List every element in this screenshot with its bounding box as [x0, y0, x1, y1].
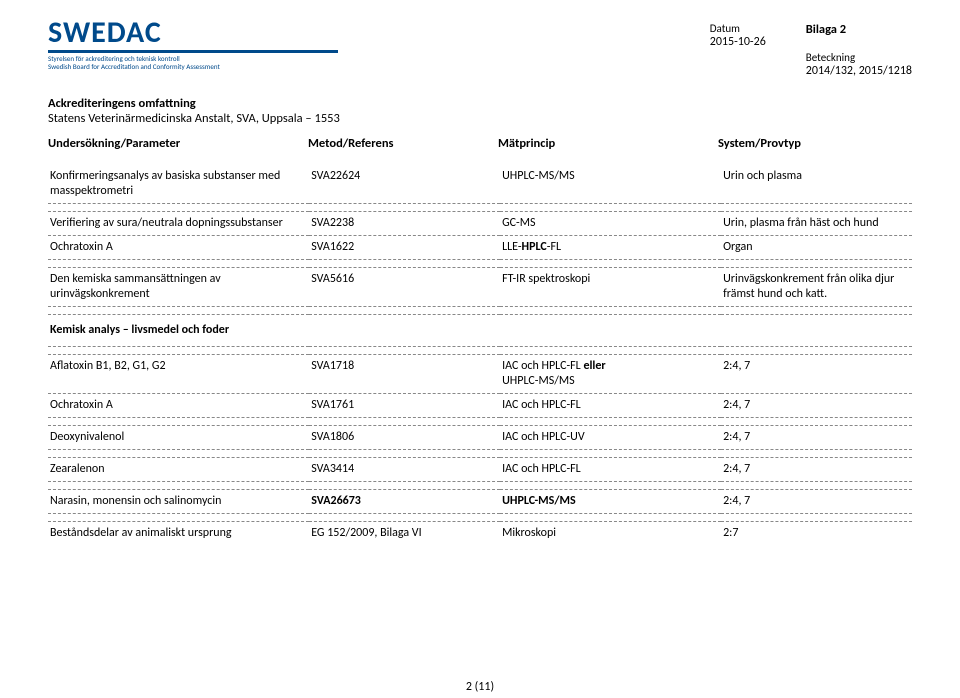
- cell-system: 2:4, 7: [721, 490, 912, 514]
- spacer-row: [48, 347, 912, 355]
- table-row: Konfirmeringsanalys av basiska substanse…: [48, 165, 912, 204]
- logo-subtitle-2: Swedish Board for Accreditation and Conf…: [48, 63, 348, 71]
- cell-metod: SVA22624: [309, 165, 500, 204]
- spacer-row: [48, 307, 912, 315]
- cell-metod: SVA1622: [309, 236, 500, 260]
- cell-parameter: Zearalenon: [48, 458, 309, 482]
- cell-parameter: Deoxynivalenol: [48, 426, 309, 450]
- table-row: Ochratoxin A SVA1622 LLE-HPLC-FL Organ: [48, 236, 912, 260]
- table-row: Narasin, monensin och salinomycin SVA266…: [48, 490, 912, 514]
- cell-metod: SVA1718: [309, 355, 500, 394]
- datum-value: 2015-10-26: [710, 35, 766, 49]
- col-header-metod: Metod/Referens: [308, 136, 498, 151]
- spacer-row: [48, 514, 912, 522]
- cell-metod: EG 152/2009, Bilaga VI: [309, 522, 500, 546]
- cell-parameter: Verifiering av sura/neutrala dopningssub…: [48, 212, 309, 236]
- cell-system: 2:7: [721, 522, 912, 546]
- m-bold: SVA26673: [311, 494, 361, 508]
- col-header-matprincip: Mätprincip: [498, 136, 718, 151]
- cell-matprincip: IAC och HPLC-FL: [500, 394, 721, 418]
- cell-matprincip: IAC och HPLC-FL eller UHPLC-MS/MS: [500, 355, 721, 394]
- page-header: SWEDAC Styrelsen för ackreditering och t…: [48, 18, 912, 78]
- cell-parameter: Beståndsdelar av animaliskt ursprung: [48, 522, 309, 546]
- cell-matprincip: LLE-HPLC-FL: [500, 236, 721, 260]
- page-number: 2 (11): [0, 680, 960, 694]
- col-header-parameter: Undersökning/Parameter: [48, 136, 308, 151]
- spacer-row: [48, 260, 912, 268]
- cell-parameter: Den kemiska sammansättningen av urinvägs…: [48, 268, 309, 307]
- col-header-system: System/Provtyp: [718, 136, 908, 151]
- datum-label: Datum: [710, 22, 766, 35]
- cell-system: 2:4, 7: [721, 426, 912, 450]
- section-header: Kemisk analys – livsmedel och foder: [48, 315, 912, 347]
- cell-metod: SVA2238: [309, 212, 500, 236]
- meta-datum: Datum 2015-10-26: [710, 22, 766, 78]
- table-row: Den kemiska sammansättningen av urinvägs…: [48, 268, 912, 307]
- cell-system: Urin och plasma: [721, 165, 912, 204]
- cell-system: Organ: [721, 236, 912, 260]
- cell-metod: SVA5616: [309, 268, 500, 307]
- cell-system: 2:4, 7: [721, 458, 912, 482]
- cell-metod: SVA26673: [309, 490, 500, 514]
- table-row: Beståndsdelar av animaliskt ursprung EG …: [48, 522, 912, 546]
- cell-system: Urin, plasma från häst och hund: [721, 212, 912, 236]
- cell-matprincip: UHPLC-MS/MS: [500, 490, 721, 514]
- cell-system: 2:4, 7: [721, 355, 912, 394]
- heading-block: Ackrediteringens omfattning Statens Vete…: [48, 96, 912, 126]
- cell-matprincip: Mikroskopi: [500, 522, 721, 546]
- spacer-row: [48, 204, 912, 212]
- table-row: Deoxynivalenol SVA1806 IAC och HPLC-UV 2…: [48, 426, 912, 450]
- table-row: Ochratoxin A SVA1761 IAC och HPLC-FL 2:4…: [48, 394, 912, 418]
- cell-matprincip: IAC och HPLC-FL: [500, 458, 721, 482]
- cell-parameter: Ochratoxin A: [48, 394, 309, 418]
- t-line2: UHPLC-MS/MS: [502, 374, 575, 388]
- spacer-row: [48, 418, 912, 426]
- t-pre: LLE-: [502, 240, 521, 254]
- cell-parameter: Aflatoxin B1, B2, G1, G2: [48, 355, 309, 394]
- meta-block: Datum 2015-10-26 Bilaga 2 Beteckning 201…: [710, 18, 912, 78]
- beteckning-value: 2014/132, 2015/1218: [806, 64, 912, 78]
- cell-parameter: Narasin, monensin och salinomycin: [48, 490, 309, 514]
- spacer-row: [48, 482, 912, 490]
- cell-matprincip: UHPLC-MS/MS: [500, 165, 721, 204]
- cell-system: Urinvägskonkrement från olika djur främs…: [721, 268, 912, 307]
- heading-line1: Ackrediteringens omfattning: [48, 96, 912, 111]
- heading-line2: Statens Veterinärmedicinska Anstalt, SVA…: [48, 111, 912, 126]
- cell-matprincip: IAC och HPLC-UV: [500, 426, 721, 450]
- cell-matprincip: FT-IR spektroskopi: [500, 268, 721, 307]
- t-bold: UHPLC-MS/MS: [502, 494, 576, 508]
- logo-brand: SWEDAC: [48, 18, 348, 48]
- cell-metod: SVA1806: [309, 426, 500, 450]
- bilaga-label: Bilaga 2: [806, 22, 912, 37]
- t-pre: IAC och HPLC-FL: [502, 359, 583, 373]
- cell-system: 2:4, 7: [721, 394, 912, 418]
- cell-parameter: Konfirmeringsanalys av basiska substanse…: [48, 165, 309, 204]
- cell-matprincip: GC-MS: [500, 212, 721, 236]
- data-table: Konfirmeringsanalys av basiska substanse…: [48, 165, 912, 545]
- table-row: Zearalenon SVA3414 IAC och HPLC-FL 2:4, …: [48, 458, 912, 482]
- t-bold: HPLC: [522, 240, 547, 254]
- section-header-row: Kemisk analys – livsmedel och foder: [48, 315, 912, 347]
- column-headers: Undersökning/Parameter Metod/Referens Mä…: [48, 136, 912, 151]
- cell-metod: SVA1761: [309, 394, 500, 418]
- beteckning-label: Beteckning: [806, 51, 912, 64]
- table-row: Aflatoxin B1, B2, G1, G2 SVA1718 IAC och…: [48, 355, 912, 394]
- t-post: -FL: [547, 240, 561, 254]
- logo: SWEDAC Styrelsen för ackreditering och t…: [48, 18, 348, 72]
- cell-metod: SVA3414: [309, 458, 500, 482]
- spacer-row: [48, 450, 912, 458]
- t-bold: eller: [583, 359, 605, 373]
- meta-beteckning: Bilaga 2 Beteckning 2014/132, 2015/1218: [806, 22, 912, 78]
- table-row: Verifiering av sura/neutrala dopningssub…: [48, 212, 912, 236]
- cell-parameter: Ochratoxin A: [48, 236, 309, 260]
